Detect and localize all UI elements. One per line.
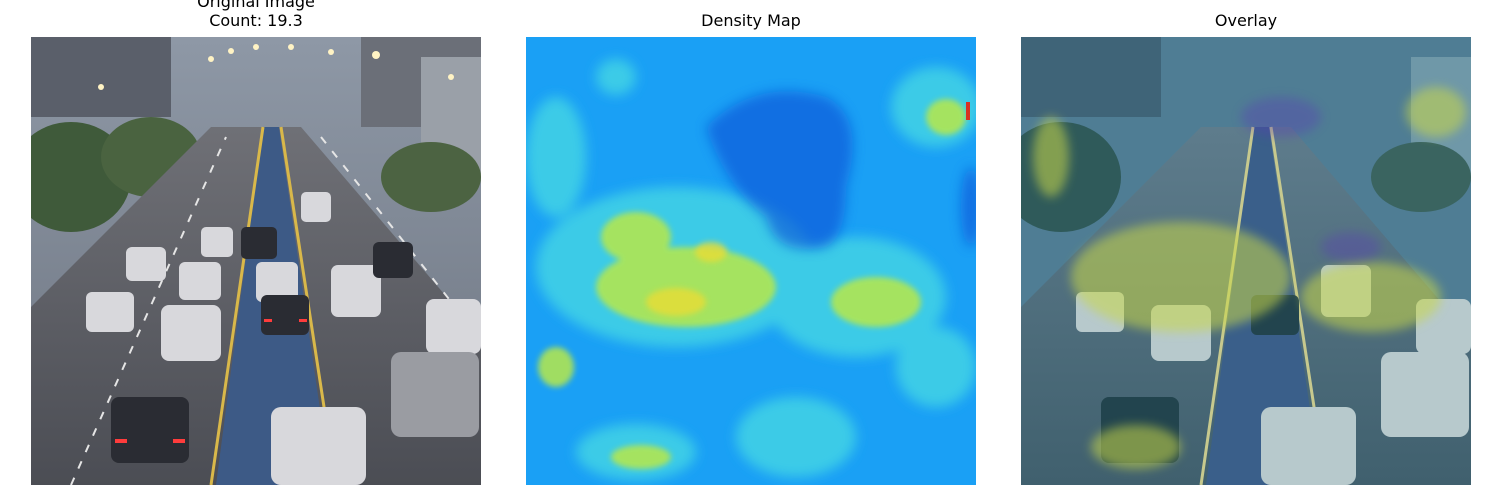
density-heatmap (526, 37, 976, 485)
original-title: Original Image (197, 0, 315, 11)
panel-original: Original Image Count: 19.3 (31, 0, 481, 500)
density-title: Density Map (701, 11, 801, 30)
panel-density: Density Map (526, 0, 976, 500)
traffic-photo (31, 37, 481, 485)
count-label: Count: 19.3 (209, 11, 303, 30)
overlay-title: Overlay (1214, 11, 1278, 30)
overlay-photo (1021, 37, 1471, 485)
panel-overlay: Overlay (1021, 0, 1471, 500)
